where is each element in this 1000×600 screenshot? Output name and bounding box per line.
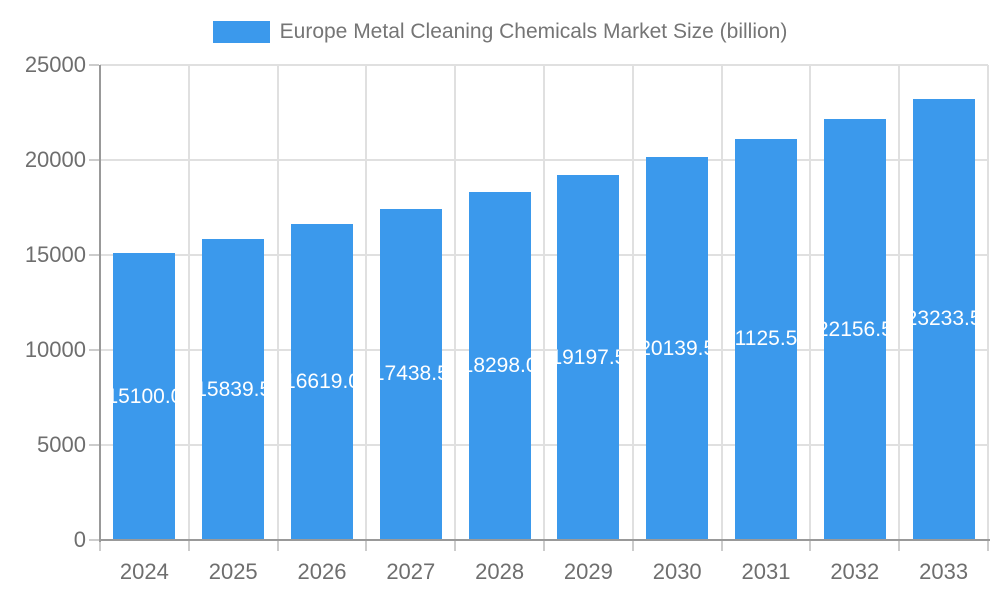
- x-boundary-gridline: [987, 65, 989, 540]
- bar-value-label: 19197.5: [557, 345, 619, 369]
- x-axis-tick: [720, 541, 723, 551]
- bar-2024[interactable]: 15100.0: [113, 253, 176, 540]
- legend-swatch: [212, 21, 270, 43]
- x-axis-tick: [898, 541, 901, 551]
- x-axis-category-label: 2024: [119, 559, 169, 584]
- x-axis-tick: [454, 541, 457, 551]
- x-axis-category-label: 2025: [208, 559, 258, 584]
- bar-2028[interactable]: 18298.0: [468, 192, 531, 540]
- y-axis-tick-label: 20000: [24, 147, 86, 172]
- x-axis-tick: [809, 541, 812, 551]
- y-axis-tick: [89, 539, 99, 541]
- x-axis-category-label: 2030: [652, 559, 702, 584]
- bar-value-label: 16619.0: [291, 370, 353, 394]
- y-axis-line: [99, 65, 101, 542]
- x-boundary-gridline: [898, 65, 901, 540]
- y-axis-tick-label: 15000: [24, 242, 86, 267]
- bar-2033[interactable]: 23233.5: [912, 98, 975, 540]
- x-axis-category-label: 2027: [386, 559, 436, 584]
- legend-label: Europe Metal Cleaning Chemicals Market S…: [279, 20, 788, 43]
- legend-item[interactable]: Europe Metal Cleaning Chemicals Market S…: [0, 20, 1000, 44]
- x-axis-category-label: 2028: [475, 559, 525, 584]
- x-axis-category-label: 2029: [563, 559, 613, 584]
- y-axis-tick-label: 0: [73, 527, 86, 552]
- plot-area: 15100.0 15839.5 16619.0 17438.5 18298.0 19197…: [100, 64, 989, 540]
- x-boundary-gridline: [543, 65, 545, 540]
- bar-value-label: 15100.0: [113, 384, 175, 408]
- y-axis-tick: [89, 254, 99, 256]
- x-axis-category-label: 2031: [741, 559, 791, 584]
- x-boundary-gridline: [809, 65, 812, 540]
- bar-value-label: 21125.55: [735, 327, 797, 351]
- bar-2026[interactable]: 16619.0: [291, 224, 353, 540]
- bar-value-label: 23233.5: [913, 307, 975, 331]
- x-axis-category-label: 2026: [297, 559, 347, 584]
- bar-value-label: 20139.5: [646, 336, 708, 360]
- bar-2029[interactable]: 19197.5: [557, 175, 620, 540]
- y-axis-tick: [89, 159, 99, 161]
- y-axis-tick: [89, 349, 99, 351]
- x-boundary-gridline: [365, 65, 368, 540]
- bar-2030[interactable]: 20139.5: [646, 157, 709, 540]
- x-boundary-gridline: [720, 65, 723, 540]
- y-axis-tick: [89, 64, 99, 66]
- y-axis-tick: [89, 444, 99, 446]
- x-boundary-gridline: [631, 65, 634, 540]
- x-axis-tick: [987, 541, 989, 551]
- bar-2027[interactable]: 17438.5: [379, 208, 442, 540]
- bar-value-label: 18298.0: [469, 354, 531, 378]
- x-boundary-gridline: [187, 65, 190, 540]
- y-axis-tick-label: 10000: [24, 337, 86, 362]
- x-axis-category-label: 2032: [830, 559, 880, 584]
- bar-value-label: 22156.5: [824, 317, 886, 341]
- x-axis-tick: [365, 541, 368, 551]
- x-axis-tick: [631, 541, 634, 551]
- y-axis-tick-label: 25000: [24, 52, 86, 77]
- bar-value-label: 15839.5: [202, 377, 264, 401]
- x-axis-tick: [99, 541, 101, 551]
- x-boundary-gridline: [276, 65, 279, 540]
- bar-2025[interactable]: 15839.5: [202, 239, 265, 540]
- x-axis-line: [99, 539, 990, 541]
- x-axis-tick: [276, 541, 279, 551]
- x-axis-category-label: 2033: [919, 559, 969, 584]
- bar-2032[interactable]: 22156.5: [823, 119, 886, 540]
- x-axis-tick: [187, 541, 190, 551]
- x-boundary-gridline: [454, 65, 457, 540]
- x-axis-tick: [543, 541, 545, 551]
- bar-2031[interactable]: 21125.55: [735, 138, 797, 540]
- bar-value-label: 17438.5: [380, 362, 442, 386]
- y-axis-tick-label: 5000: [37, 432, 86, 457]
